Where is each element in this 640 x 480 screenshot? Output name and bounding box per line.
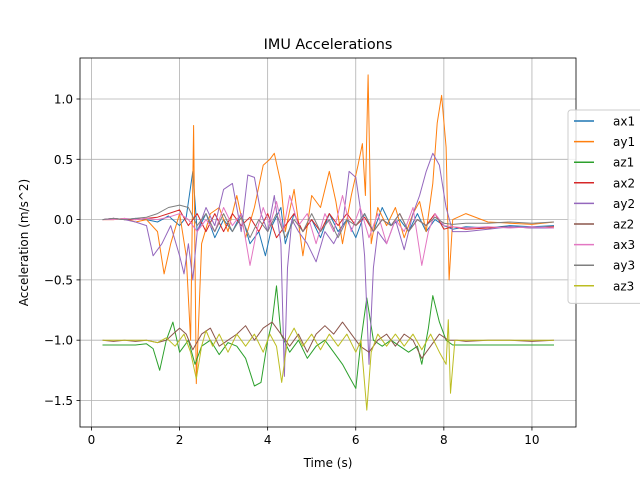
series-line-az2 bbox=[102, 321, 555, 359]
y-tick-label: −1.0 bbox=[44, 334, 73, 348]
series-line-az3 bbox=[102, 319, 554, 411]
y-axis-title: Acceleration (m/s^2) bbox=[17, 179, 31, 306]
legend-label-ax1: ax1 bbox=[613, 115, 635, 129]
x-axis-title: Time (s) bbox=[303, 456, 353, 470]
legend-label-ax3: ax3 bbox=[613, 238, 635, 252]
legend-box bbox=[567, 109, 640, 304]
ticks: 0 2 4 6 8 10 −1.5 −1.0 −0.5 0.0 0.5 1.0 bbox=[44, 93, 540, 448]
legend-label-ax2: ax2 bbox=[613, 176, 635, 190]
series-line-az1 bbox=[102, 285, 554, 389]
series-line-ax2 bbox=[102, 209, 555, 239]
legend-label-ay1: ay1 bbox=[613, 135, 635, 149]
series-line-ay1 bbox=[102, 74, 555, 385]
series-line-ay3 bbox=[102, 204, 555, 239]
x-tick-label: 4 bbox=[264, 433, 272, 447]
grid bbox=[80, 58, 576, 427]
x-tick-label: 6 bbox=[352, 433, 360, 447]
legend-label-az1: az1 bbox=[613, 156, 634, 170]
series-lines bbox=[102, 74, 555, 411]
series-line-ay2 bbox=[102, 152, 554, 377]
legend-label-az2: az2 bbox=[613, 218, 634, 232]
y-tick-label: 0.0 bbox=[54, 213, 73, 227]
series-line-ax3 bbox=[102, 195, 555, 266]
x-tick-label: 2 bbox=[176, 433, 184, 447]
y-tick-label: 1.0 bbox=[54, 93, 73, 107]
chart-title: IMU Accelerations bbox=[264, 37, 393, 53]
x-tick-label: 8 bbox=[440, 433, 448, 447]
y-tick-label: 0.5 bbox=[54, 153, 73, 167]
legend-label-ay3: ay3 bbox=[613, 259, 635, 273]
y-tick-label: −1.5 bbox=[44, 394, 73, 408]
legend: ax1 ay1 az1 ax2 ay2 az2 ax3 ay3 az3 bbox=[567, 109, 640, 304]
legend-label-ay2: ay2 bbox=[613, 197, 635, 211]
y-tick-label: −0.5 bbox=[44, 273, 73, 287]
x-tick-label: 0 bbox=[88, 433, 96, 447]
x-tick-label: 10 bbox=[524, 433, 539, 447]
legend-label-az3: az3 bbox=[613, 279, 634, 293]
